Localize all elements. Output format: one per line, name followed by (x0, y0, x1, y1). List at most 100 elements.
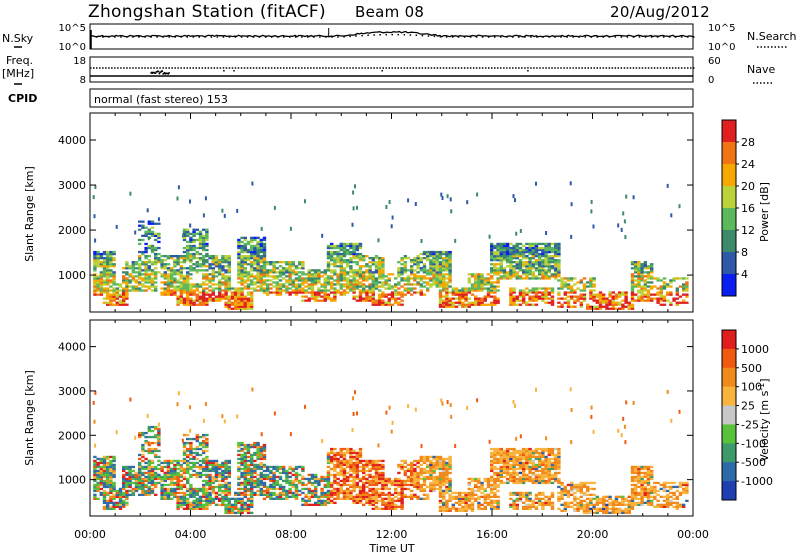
power-cell (182, 303, 187, 306)
velocity-cell (432, 489, 436, 493)
power-cell (528, 269, 532, 272)
power-cell (256, 273, 260, 276)
power-cell (246, 259, 251, 262)
power-cell (118, 295, 123, 298)
power-cell (486, 279, 491, 282)
velocity-cell (339, 471, 343, 475)
power-cell (339, 242, 343, 246)
power-cell (256, 242, 260, 246)
power-cell (310, 275, 315, 278)
power-cell (352, 277, 356, 280)
velocity-cell (195, 445, 199, 449)
velocity-cell (246, 443, 251, 447)
power-cell (186, 289, 190, 292)
velocity-cell (189, 483, 193, 487)
power-cell (630, 267, 635, 270)
power-cell (106, 265, 110, 268)
velocity-cell (422, 467, 427, 471)
power-cell (211, 293, 215, 296)
power-cell (298, 267, 302, 270)
velocity-cell (330, 501, 334, 504)
velocity-cell (422, 477, 427, 481)
velocity-cell (195, 465, 199, 469)
power-cell (96, 281, 100, 284)
velocity-cell (435, 487, 439, 491)
velocity-cell (355, 495, 359, 498)
power-cell (384, 293, 388, 296)
power-cell (454, 289, 459, 292)
power-cell (278, 265, 283, 268)
power-cell (269, 269, 273, 272)
power-cell (198, 232, 203, 235)
power-cell (496, 246, 500, 250)
power-cell (397, 303, 401, 306)
power-cell (211, 271, 215, 274)
velocity-cell (378, 463, 382, 467)
power-cell (502, 259, 507, 262)
velocity-cell (438, 471, 443, 475)
velocity-cell (262, 489, 267, 493)
power-cell (99, 261, 103, 264)
velocity-cell (250, 493, 254, 496)
velocity-cell (435, 467, 439, 471)
power-cell (262, 242, 267, 246)
power-cell (147, 259, 151, 262)
power-cell (272, 267, 276, 270)
power-cell (634, 283, 638, 286)
power-cell (438, 275, 443, 278)
power-cell (301, 299, 305, 302)
power-cell (291, 263, 295, 266)
power-cell (195, 287, 199, 290)
power-cell (566, 299, 571, 302)
velocity-cell (163, 493, 167, 496)
power-cell (240, 240, 244, 244)
power-cell (381, 291, 385, 294)
power-cell (422, 265, 427, 268)
power-cell (467, 291, 471, 294)
velocity-cell (198, 489, 203, 493)
power-cell (422, 271, 427, 274)
power-colorbar-tick-label: 28 (741, 136, 755, 149)
power-cell (256, 263, 260, 266)
power-cell (496, 299, 500, 302)
velocity-cell (227, 473, 231, 477)
velocity-cell (339, 483, 343, 487)
power-cell (278, 283, 283, 286)
velocity-cell (403, 487, 407, 491)
power-cell (330, 271, 334, 274)
velocity-cell (237, 499, 241, 502)
velocity-cell (378, 507, 382, 510)
power-cell (339, 261, 343, 264)
power-cell (240, 297, 244, 300)
power-cell (147, 222, 151, 225)
power-cell (429, 250, 433, 254)
velocity-cell (406, 495, 411, 498)
power-cell (422, 252, 427, 256)
power-cell (288, 283, 292, 286)
nave-cluster (150, 70, 170, 75)
power-cell (573, 289, 577, 292)
velocity-cell (227, 501, 231, 504)
power-cell (131, 269, 135, 272)
power-cell (512, 250, 516, 254)
power-cell (477, 277, 481, 280)
power-y-tick-label: 4000 (58, 134, 86, 147)
power-cell (566, 283, 571, 286)
power-cell (154, 248, 158, 252)
velocity-cell (390, 501, 395, 504)
power-cell (374, 283, 379, 286)
velocity-cell (374, 491, 379, 495)
power-cell (272, 261, 276, 264)
power-cell (250, 269, 254, 272)
power-cell (541, 261, 545, 264)
power-cell (570, 295, 574, 298)
velocity-cell (330, 481, 334, 485)
power-cell (378, 261, 382, 264)
velocity-cell (326, 497, 331, 500)
power-cell (669, 285, 673, 288)
power-cell (403, 293, 407, 296)
velocity-cell (429, 467, 433, 471)
power-cell (330, 250, 334, 254)
velocity-cell (410, 477, 414, 481)
velocity-cell (141, 447, 145, 451)
